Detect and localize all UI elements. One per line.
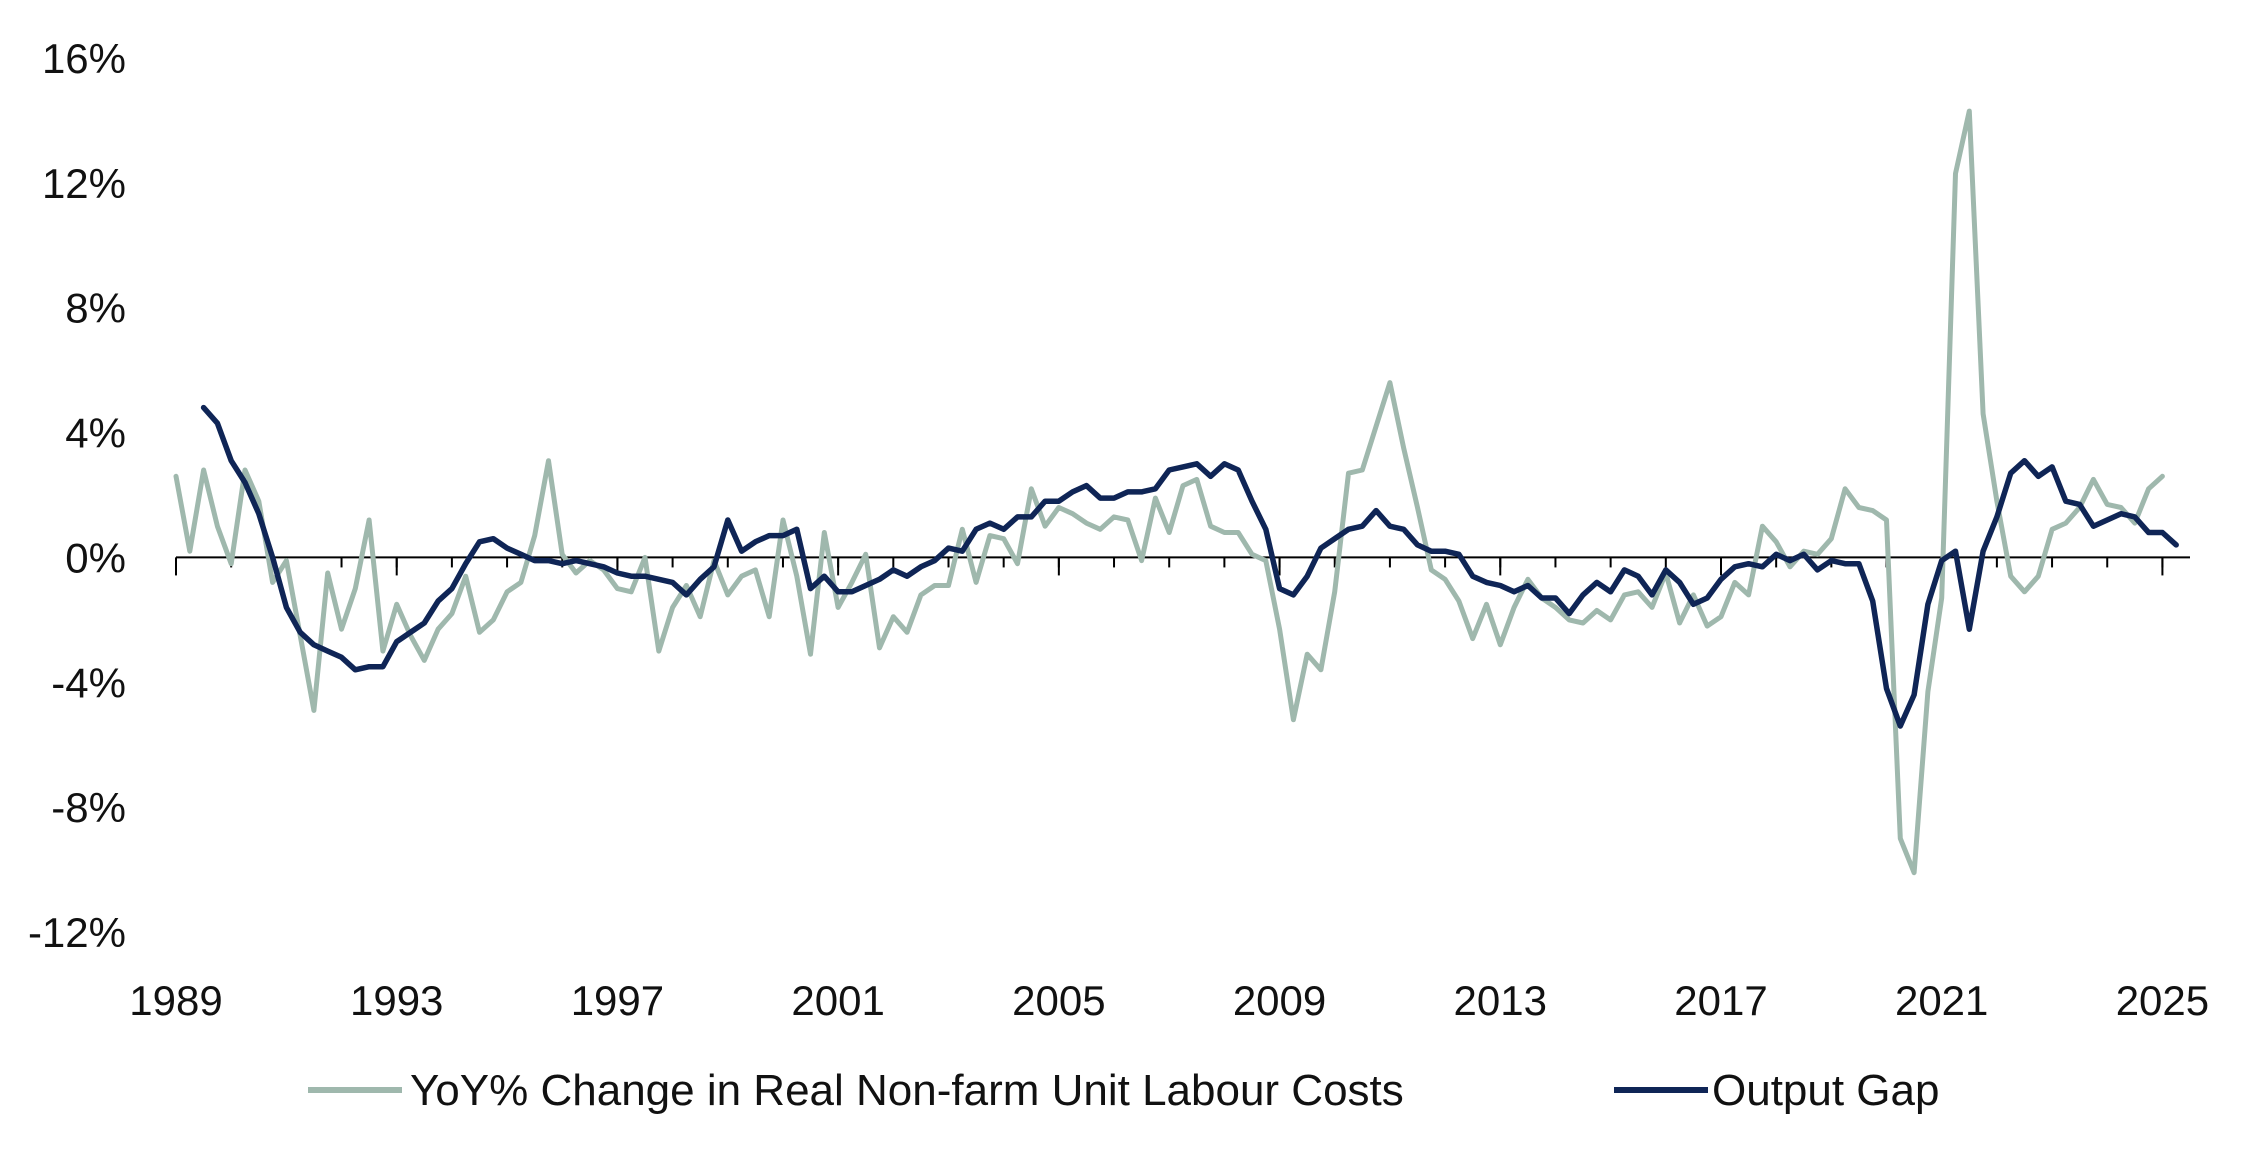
x-tick-label: 2001 — [791, 977, 884, 1024]
x-axis-ticks: 1989 1993 1997 2001 2005 2009 2013 2017 2021 2025 — [129, 557, 2209, 1024]
x-tick-label: 1989 — [129, 977, 222, 1024]
y-tick-label: -4% — [51, 659, 126, 706]
y-axis-tick-labels: 16% 12% 8% 4% 0% -4% -8% -12% — [28, 35, 126, 956]
y-tick-label: -12% — [28, 909, 126, 956]
y-tick-label: 16% — [42, 35, 126, 82]
y-tick-label: -8% — [51, 784, 126, 831]
x-tick-label: 2025 — [2116, 977, 2209, 1024]
legend-label-output-gap: Output Gap — [1712, 1066, 1939, 1115]
x-tick-label: 2021 — [1895, 977, 1988, 1024]
legend: YoY% Change in Real Non-farm Unit Labour… — [308, 1066, 1939, 1115]
y-tick-label: 12% — [42, 160, 126, 207]
series-line-yoy-change-in-real-non-farm-unit-labour-costs — [173, 108, 2165, 876]
series-line-output-gap — [200, 404, 2179, 729]
y-tick-label: 4% — [65, 410, 126, 457]
y-tick-label: 0% — [65, 534, 126, 581]
x-tick-label: 1993 — [350, 977, 443, 1024]
legend-label-yoy-change-in-real-non-farm-unit-labour-costs: YoY% Change in Real Non-farm Unit Labour… — [410, 1066, 1404, 1115]
x-tick-label: 2013 — [1454, 977, 1547, 1024]
series-lines — [173, 108, 2179, 876]
x-tick-label: 2017 — [1674, 977, 1767, 1024]
x-tick-label: 1997 — [571, 977, 664, 1024]
y-tick-label: 8% — [65, 285, 126, 332]
x-tick-label: 2005 — [1012, 977, 1105, 1024]
x-tick-label: 2009 — [1233, 977, 1326, 1024]
